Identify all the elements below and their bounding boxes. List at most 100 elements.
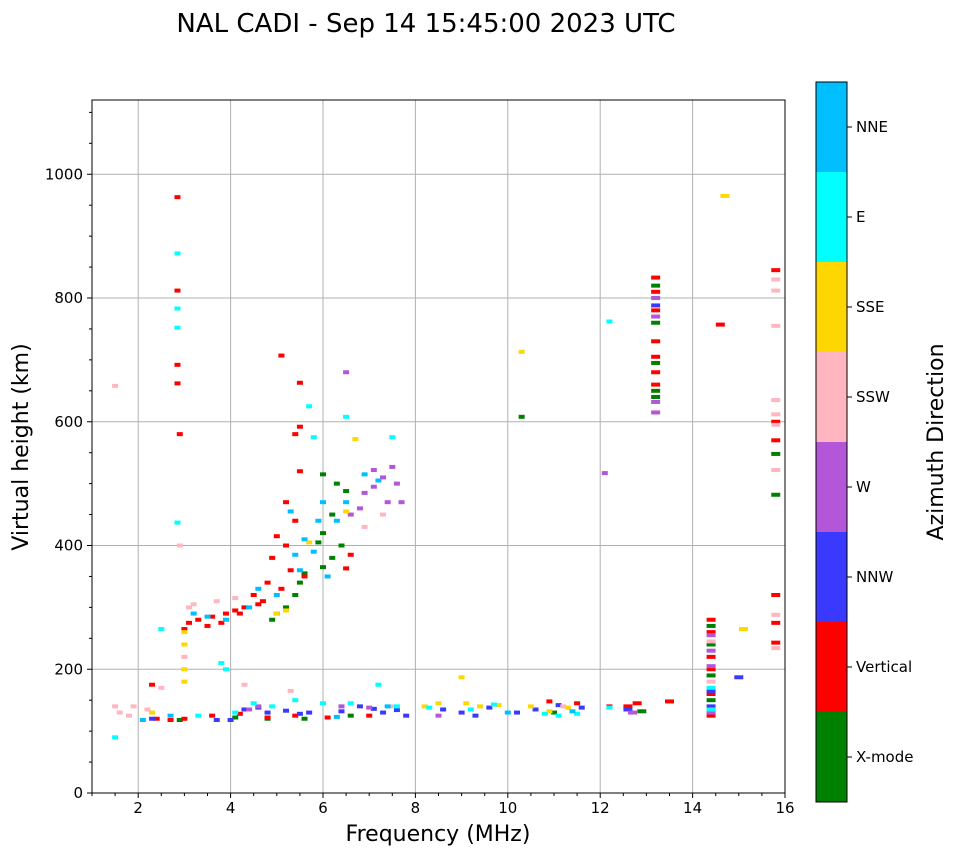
- data-point-x-mode: [771, 492, 781, 497]
- data-point-nne: [204, 614, 211, 619]
- data-point-vertical: [278, 586, 285, 591]
- data-point-w: [246, 707, 253, 712]
- data-point-nnw: [403, 713, 410, 718]
- data-point-w: [651, 314, 661, 319]
- data-point-vertical: [632, 701, 642, 706]
- data-point-w: [380, 475, 387, 480]
- data-point-nne: [504, 710, 511, 715]
- data-point-vertical: [195, 617, 202, 622]
- y-tick-label: 600: [54, 413, 83, 431]
- data-point-vertical: [209, 614, 216, 619]
- data-point-vertical: [186, 620, 193, 625]
- colorbar-tick-label: Vertical: [856, 658, 912, 676]
- data-point-x-mode: [706, 642, 716, 647]
- data-point-nnw: [651, 303, 661, 308]
- data-point-x-mode: [320, 531, 326, 536]
- data-point-vertical: [174, 362, 181, 367]
- data-point-vertical: [347, 552, 354, 557]
- data-point-w: [361, 490, 368, 495]
- data-point-e: [393, 704, 400, 709]
- data-point-nnw: [380, 710, 387, 715]
- data-point-vertical: [273, 534, 280, 539]
- data-point-e: [269, 704, 276, 709]
- data-point-nne: [324, 574, 331, 579]
- colorbar-tick-label: SSW: [856, 388, 890, 406]
- data-point-vertical: [651, 339, 661, 344]
- data-point-vertical: [706, 630, 716, 635]
- data-point-x-mode: [269, 617, 276, 622]
- data-point-vertical: [706, 654, 716, 659]
- data-point-vertical: [222, 611, 229, 616]
- data-point-e: [306, 404, 313, 409]
- colorbar-frame: [815, 81, 848, 803]
- data-point-vertical: [232, 608, 239, 613]
- data-point-vertical: [181, 716, 188, 721]
- data-point-vertical: [287, 568, 294, 573]
- data-point-vertical: [706, 617, 716, 622]
- x-tick-label: 2: [133, 799, 143, 817]
- data-point-sse: [343, 509, 350, 514]
- data-point-sse: [477, 704, 484, 709]
- data-point-e: [250, 701, 257, 706]
- data-point-e: [389, 435, 396, 440]
- data-point-x-mode: [651, 388, 661, 393]
- data-point-vertical: [715, 322, 725, 327]
- data-point-vertical: [301, 574, 308, 579]
- data-point-ssw: [186, 605, 193, 610]
- data-point-ssw: [771, 277, 781, 282]
- data-point-vertical: [259, 599, 266, 604]
- data-point-e: [232, 710, 239, 715]
- data-point-e: [174, 520, 181, 525]
- data-point-vertical: [292, 518, 299, 523]
- data-point-nnw: [356, 704, 363, 709]
- data-point-w: [706, 648, 716, 653]
- data-point-vertical: [623, 704, 633, 709]
- data-point-sse: [546, 709, 553, 714]
- data-point-e: [541, 711, 548, 716]
- data-point-nnw: [213, 717, 220, 722]
- data-point-vertical: [153, 716, 160, 721]
- data-point-w: [651, 296, 661, 300]
- data-point-nne: [310, 549, 317, 554]
- data-point-nne: [255, 586, 262, 591]
- data-point-vertical: [771, 419, 781, 424]
- data-point-vertical: [771, 640, 781, 645]
- data-point-vertical: [292, 432, 299, 437]
- data-point-ssw: [130, 704, 137, 709]
- data-point-sse: [181, 667, 188, 672]
- data-point-vertical: [269, 555, 276, 560]
- data-point-ssw: [158, 685, 165, 690]
- data-point-ssw: [241, 682, 248, 687]
- data-point-nne: [384, 704, 391, 709]
- colorbar-segment: [816, 352, 847, 442]
- x-tick-label: 16: [775, 799, 794, 817]
- data-point-x-mode: [333, 481, 340, 486]
- data-point-sse: [518, 349, 525, 354]
- x-tick-label: 14: [683, 799, 702, 817]
- data-point-e: [320, 701, 326, 706]
- data-point-nnw: [393, 708, 400, 713]
- colorbar-segment: [816, 262, 847, 352]
- data-point-x-mode: [329, 512, 336, 517]
- colorbar-segment: [816, 172, 847, 262]
- data-point-vertical: [706, 667, 716, 672]
- data-point-ssw: [112, 383, 119, 388]
- data-point-x-mode: [706, 698, 716, 703]
- data-point-e: [555, 713, 562, 718]
- data-point-w: [651, 410, 661, 415]
- data-point-vertical: [771, 268, 781, 273]
- data-point-e: [574, 711, 581, 716]
- colorbar-segment: [816, 82, 847, 172]
- data-point-vertical: [574, 701, 581, 706]
- data-point-sse: [273, 611, 280, 616]
- data-point-nnw: [283, 708, 290, 713]
- data-point-x-mode: [338, 543, 345, 548]
- data-point-ssw: [706, 679, 716, 684]
- data-point-nnw: [706, 704, 716, 709]
- colorbar-tick-label: SSE: [856, 298, 885, 316]
- data-point-ssw: [771, 422, 781, 427]
- data-point-nnw: [555, 703, 562, 708]
- data-point-x-mode: [301, 571, 308, 576]
- data-point-vertical: [771, 438, 781, 443]
- data-point-nne: [320, 500, 326, 505]
